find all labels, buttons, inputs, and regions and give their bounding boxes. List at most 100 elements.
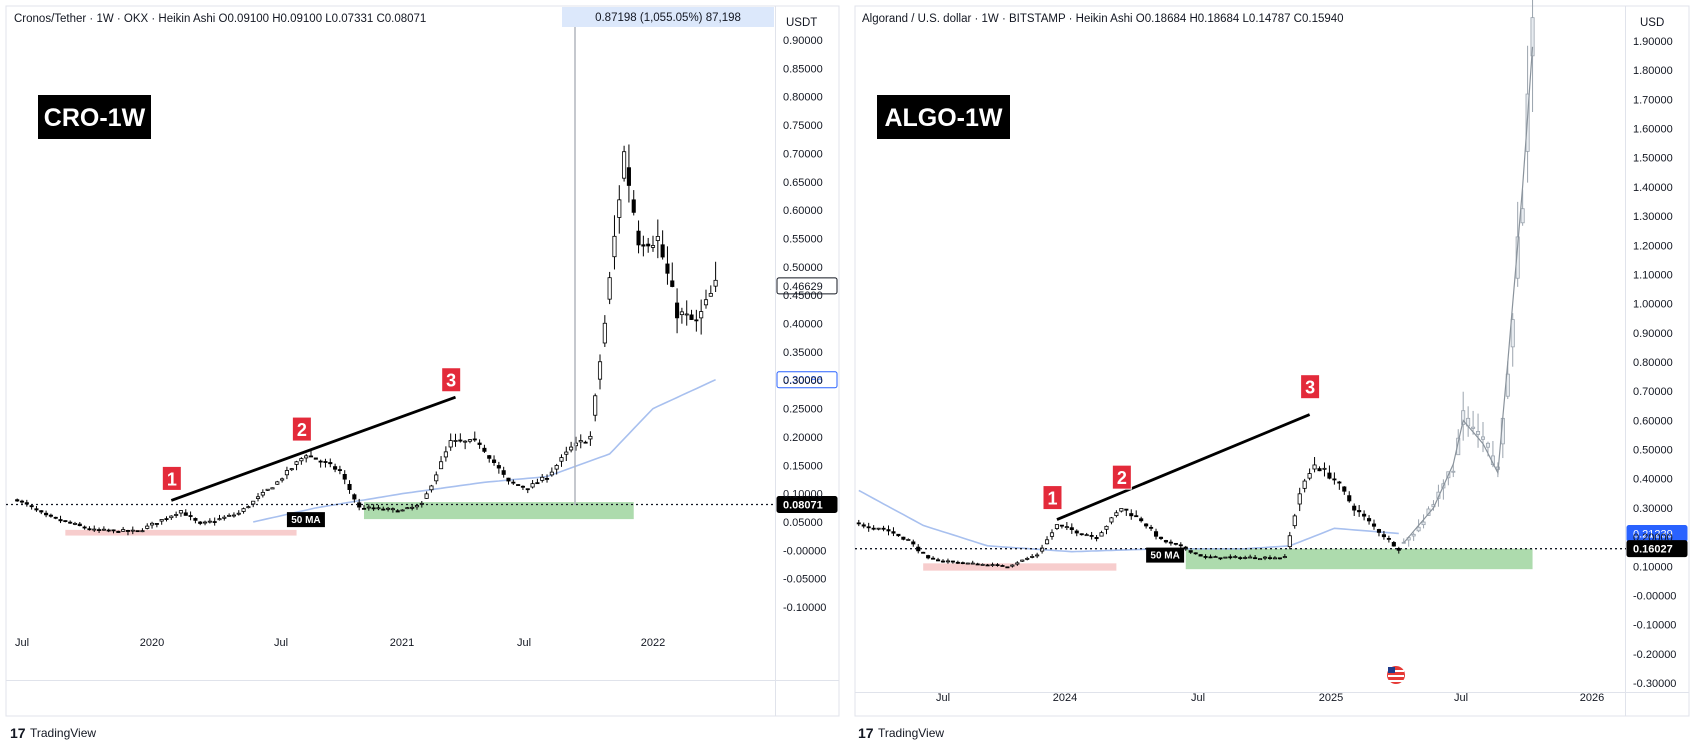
candle-body — [1010, 564, 1015, 567]
candle-body — [280, 478, 285, 481]
marker-box — [291, 416, 312, 442]
x-tick-label: 2026 — [1580, 692, 1604, 704]
x-tick-label: Jul — [1454, 692, 1468, 704]
candle-body — [44, 512, 49, 516]
candle-body — [1044, 539, 1050, 545]
candle-body — [1233, 556, 1238, 558]
wave-marker-1: 1 — [161, 465, 182, 491]
candle-body — [1243, 557, 1248, 559]
wave-marker-2: 2 — [291, 416, 312, 442]
candle-body — [679, 311, 684, 316]
support-zone — [1185, 548, 1533, 570]
y-tick-label: 0.10000 — [783, 489, 823, 501]
y-tick-label: 0.70000 — [1633, 386, 1673, 398]
y-tick-label: 0.25000 — [783, 404, 823, 416]
algo-tradingview-logo[interactable]: 17 TradingView — [858, 725, 944, 741]
candle-body — [1035, 554, 1040, 557]
ma-label: 50 MA — [291, 515, 320, 526]
candle-body — [960, 562, 965, 565]
candle-body — [511, 481, 516, 484]
y-tick-label: 1.60000 — [1633, 124, 1673, 136]
candle-body — [34, 508, 39, 511]
candle-body — [1020, 559, 1025, 562]
candle-body — [1223, 556, 1228, 559]
x-tick-label: 2025 — [1319, 692, 1343, 704]
candle-body — [1376, 529, 1382, 533]
cro-chart-pane[interactable]: 1 2 3 50 MA 0.30086 0.46629 0.08071 0.90000 0.8… — [5, 5, 840, 717]
candle-body — [463, 440, 468, 443]
candle-body — [458, 439, 463, 442]
wave-marker-2: 2 — [1111, 464, 1132, 490]
candle-body — [410, 506, 415, 509]
projection-candle — [1510, 319, 1515, 348]
candle-body — [896, 533, 901, 537]
candle-body — [1342, 486, 1347, 492]
y-tick-label: -0.05000 — [783, 574, 826, 586]
projection-candle — [1416, 526, 1421, 532]
candle-body — [251, 500, 256, 505]
candle-body — [583, 441, 588, 444]
algo-chart-pane[interactable]: 1 2 3 50 MA 0.21239 0.16027 1.90000 1.80000 1.7… — [854, 0, 1690, 717]
candle-body — [116, 530, 121, 533]
y-tick-label: 1.80000 — [1633, 65, 1673, 77]
candle-body — [198, 521, 203, 524]
us-flag-icon — [1387, 666, 1405, 684]
candle-body — [178, 510, 184, 514]
candle-body — [684, 313, 689, 316]
current-price-tag: 0.46629 — [783, 281, 823, 293]
y-tick-label: 1.70000 — [1633, 94, 1673, 106]
candle-body — [1015, 562, 1020, 565]
candle-body — [1362, 513, 1367, 517]
candle-body — [400, 509, 405, 512]
y-tick-label: 0.50000 — [783, 262, 823, 274]
cro-footer-brand: TradingView — [30, 726, 96, 740]
candle-body — [1139, 518, 1144, 522]
candle-body — [1292, 515, 1297, 527]
y-tick-label: 1.30000 — [1633, 211, 1673, 223]
candle-body — [260, 491, 265, 496]
candle-body — [1025, 557, 1030, 560]
candle-body — [1163, 540, 1168, 543]
candle-body — [588, 435, 593, 440]
support-zone — [363, 502, 634, 520]
candle-body — [246, 506, 251, 509]
trendline — [170, 395, 456, 502]
candle-body — [284, 470, 289, 476]
marker-box — [1042, 485, 1063, 511]
candle-body — [366, 506, 371, 509]
candle-body — [130, 529, 135, 532]
candle-body — [371, 507, 376, 510]
projection-candle — [1456, 437, 1461, 456]
candle-body — [980, 563, 985, 566]
y-tick-label: 0.75000 — [783, 120, 823, 132]
candle-body — [689, 314, 694, 320]
candle-body — [1129, 513, 1134, 517]
candle-body — [1104, 525, 1109, 530]
candle-body — [222, 516, 227, 519]
candle-body — [926, 555, 931, 559]
candle-body — [1109, 517, 1114, 523]
candle-body — [439, 461, 444, 470]
projection-candle — [1451, 470, 1456, 473]
candle-body — [965, 562, 970, 565]
candle-body — [931, 557, 936, 560]
candle-body — [901, 536, 906, 540]
candle-body — [63, 520, 68, 522]
candle-body — [665, 263, 670, 274]
candle-body — [1317, 468, 1322, 472]
candle-body — [520, 485, 525, 488]
ma50-line — [858, 489, 1399, 553]
candle-body — [323, 461, 328, 463]
low-zone — [923, 563, 1117, 571]
cro-tradingview-logo[interactable]: 17 TradingView — [10, 725, 96, 741]
candle-body — [453, 440, 458, 442]
candle-body — [1347, 495, 1352, 502]
candle-body — [1178, 544, 1183, 547]
y-tick-label: 1.40000 — [1633, 182, 1673, 194]
projection-candle — [1530, 17, 1535, 57]
y-tick-label: 0.65000 — [783, 177, 823, 189]
y-tick-label: 0.90000 — [783, 35, 823, 47]
candle-body — [386, 507, 391, 510]
candle-body — [106, 529, 111, 532]
projection-candle — [1485, 442, 1490, 448]
